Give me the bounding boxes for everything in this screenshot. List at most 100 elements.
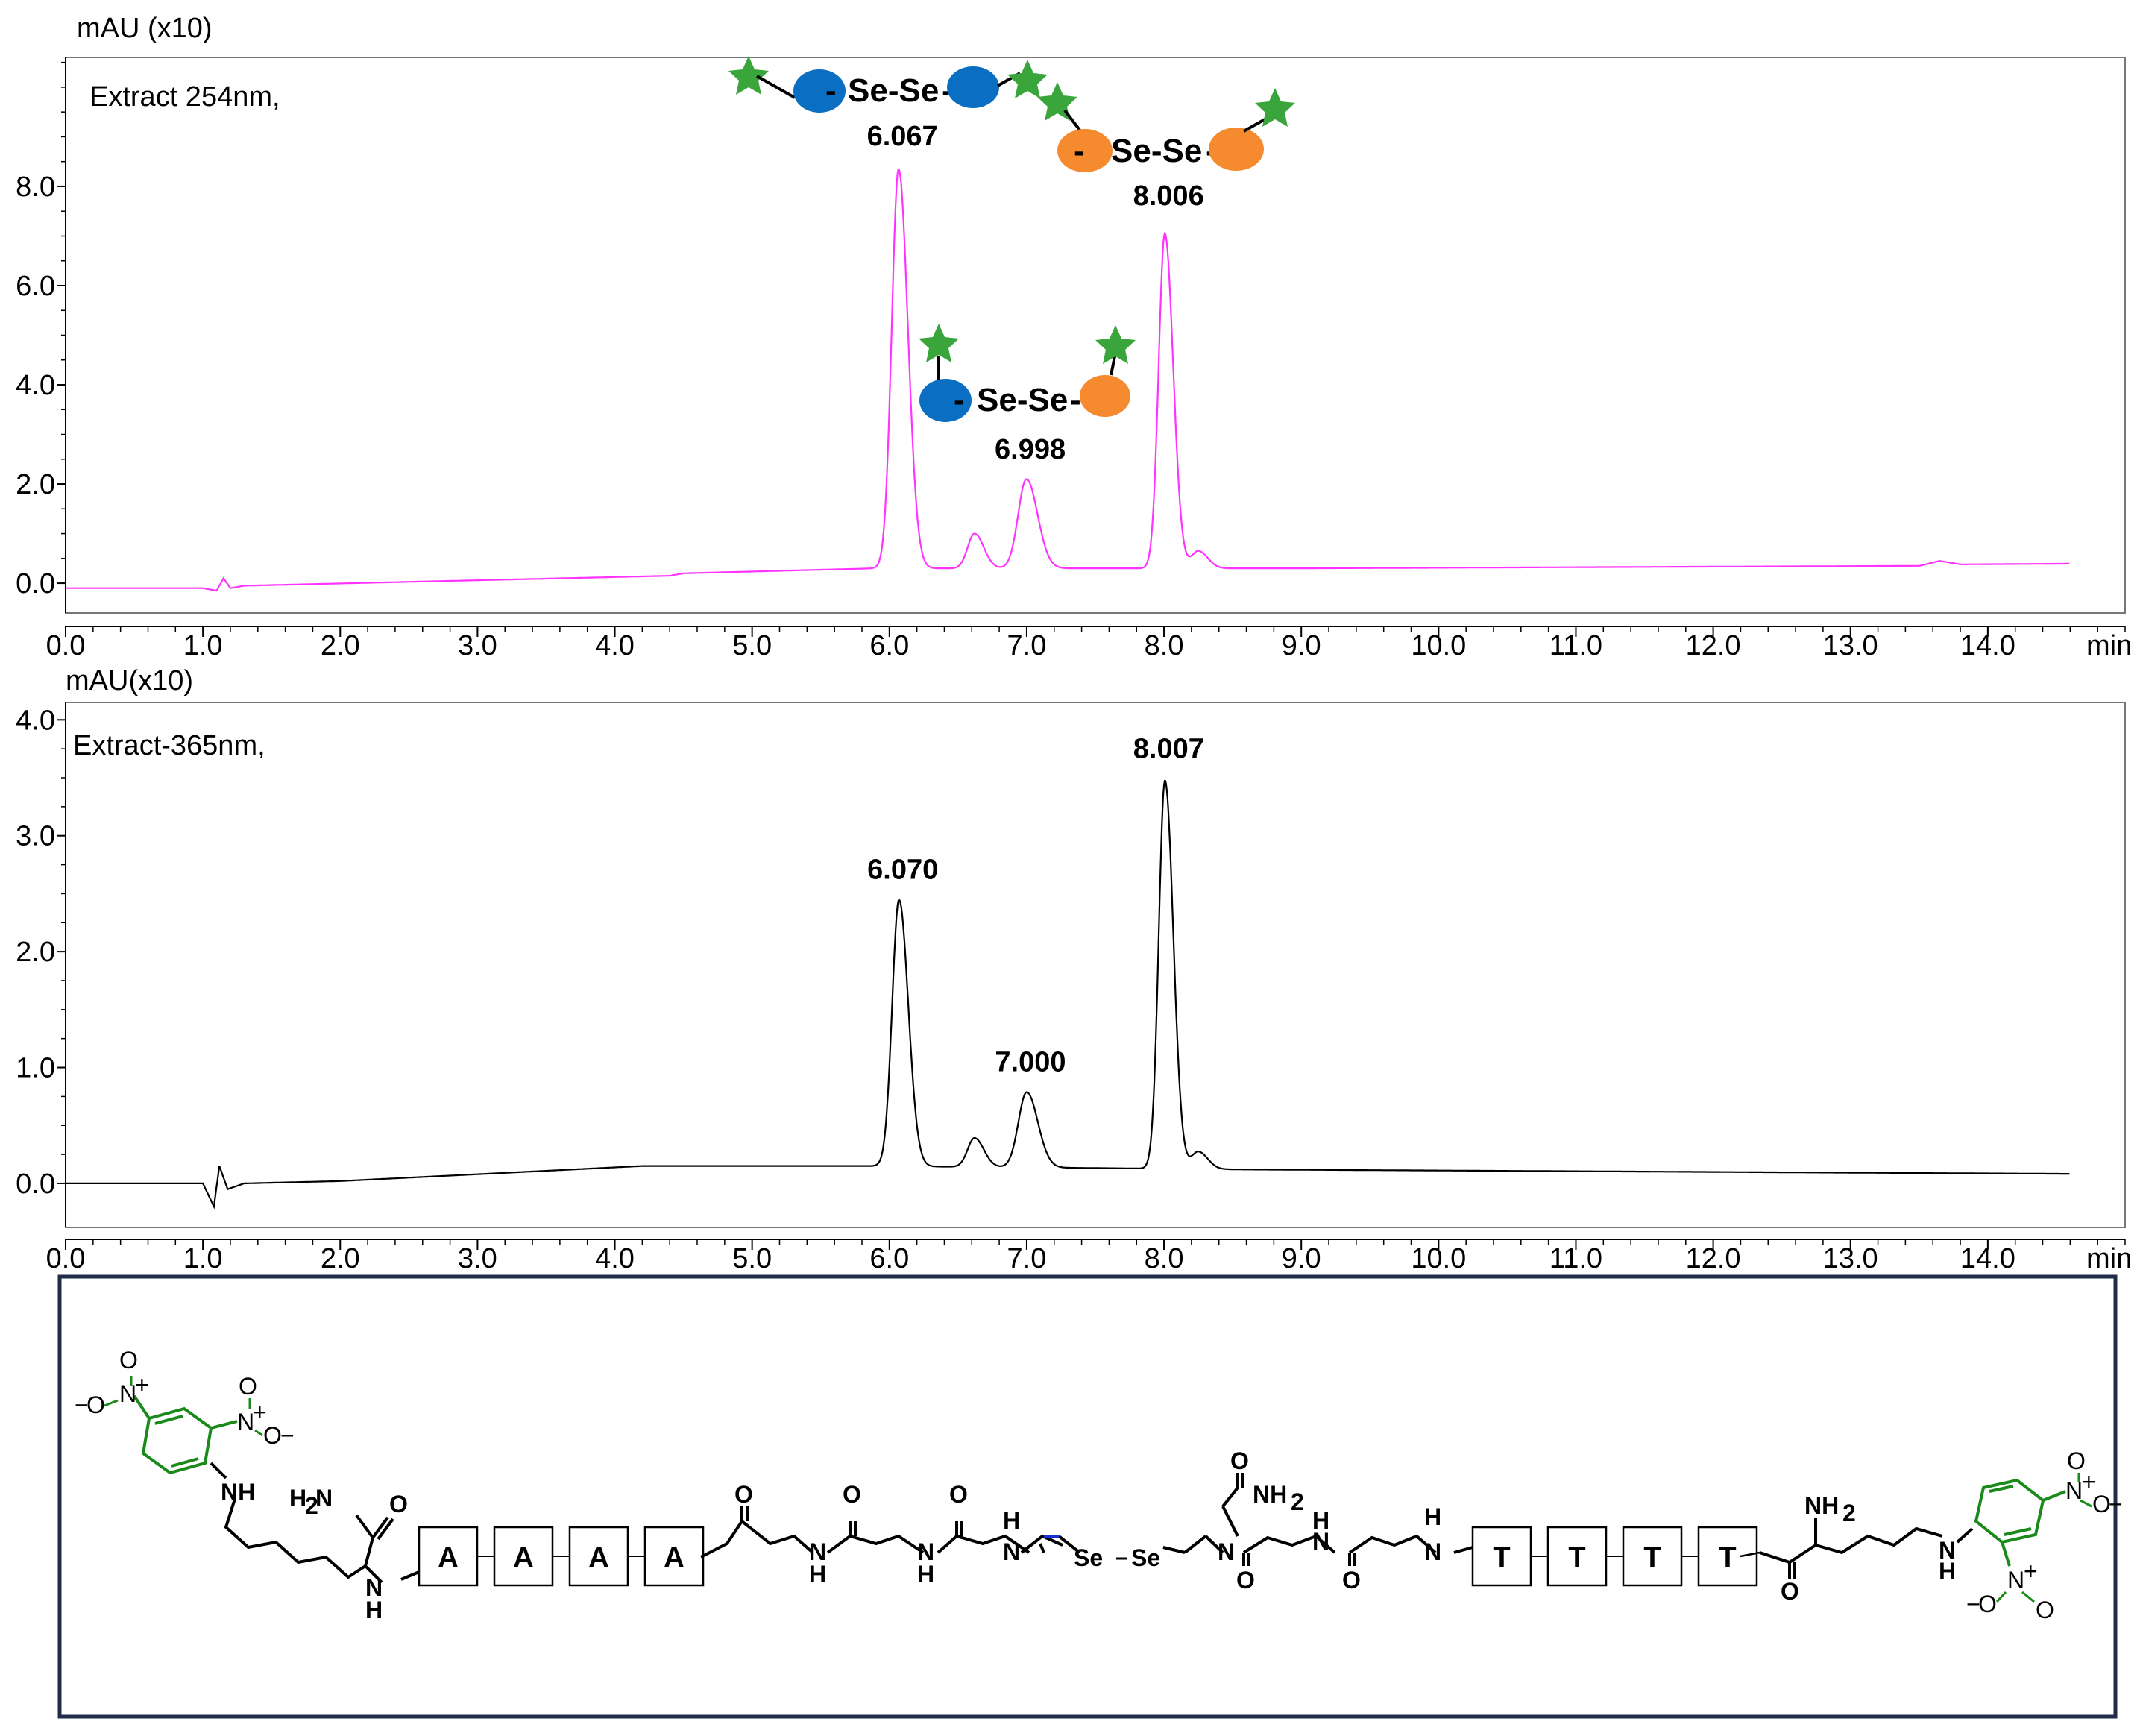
y-tick-label: 8.0 — [16, 172, 55, 203]
trace-254nm — [66, 168, 2070, 592]
x-tick-label: 8.0 — [1145, 630, 1184, 661]
residue-box — [1546, 1526, 1608, 1587]
blue-bead-icon — [947, 66, 999, 108]
x-tick-label: 10.0 — [1411, 1243, 1466, 1274]
svg-text:N: N — [917, 1538, 934, 1565]
residue-letter: A — [664, 1542, 684, 1573]
star-icon — [1037, 82, 1077, 121]
x-tick-label: 4.0 — [595, 1243, 635, 1274]
svg-text:H: H — [289, 1485, 306, 1512]
x-axis-unit-254: min — [2086, 630, 2132, 661]
svg-text:N: N — [119, 1380, 136, 1407]
x-tick-label: 9.0 — [1282, 1243, 1321, 1274]
svg-text:O: O — [843, 1481, 861, 1508]
svg-text:Se: Se — [1131, 1544, 1160, 1571]
star-icon — [1255, 88, 1295, 127]
x-tick-label: 5.0 — [732, 1243, 772, 1274]
x-tick-label: 6.0 — [869, 1243, 909, 1274]
peak-label: 8.006 — [1133, 180, 1204, 212]
orange-bead-icon — [1057, 129, 1113, 172]
peak-label: 6.998 — [995, 434, 1066, 465]
svg-text:O: O — [86, 1391, 105, 1418]
y-axis-label-365: mAU(x10) — [66, 665, 193, 696]
svg-text:H: H — [1003, 1507, 1020, 1534]
residue-box — [643, 1526, 705, 1587]
left-lysine-chain — [210, 1462, 420, 1584]
sese-label-bo: Se-Se — [977, 382, 1068, 418]
blue-bead-icon — [919, 379, 972, 422]
plot-frame-365 — [65, 702, 2126, 1228]
svg-text:O: O — [119, 1347, 138, 1374]
x-tick-label: 4.0 — [595, 630, 635, 661]
left-nitro-labels: − O N + O N + O − O — [75, 1347, 295, 1449]
svg-text:+: + — [135, 1371, 149, 1398]
svg-text:N: N — [809, 1538, 826, 1565]
residue-letter: A — [513, 1542, 533, 1573]
peak-label: 8.007 — [1133, 734, 1204, 765]
svg-text:+: + — [253, 1399, 267, 1426]
svg-text:2: 2 — [1291, 1488, 1304, 1515]
axes-365: 0.0 1.0 2.0 3.0 4.0 0.0 1.0 2.0 3.0 4.0 5.0 6.0 7.0 8… — [16, 702, 2126, 1274]
svg-text:2: 2 — [305, 1492, 318, 1519]
left-lysine-labels: NH H 2 N O N H — [221, 1479, 408, 1623]
svg-text:O: O — [949, 1481, 968, 1508]
residue-letter: T — [1719, 1542, 1736, 1573]
sese-label-bb: - — [825, 72, 837, 109]
svg-text:+: + — [2024, 1558, 2038, 1585]
x-tick-label: 14.0 — [1960, 630, 2015, 661]
svg-text:O: O — [1230, 1447, 1249, 1474]
svg-text:N: N — [1003, 1538, 1020, 1565]
residue-letter: A — [588, 1542, 608, 1573]
sese-label-oo: Se-Se — [1111, 133, 1202, 169]
svg-text:N: N — [315, 1485, 333, 1512]
orange-bead-icon — [1209, 128, 1264, 171]
right-nitro-labels: N + O O − N + − O O — [1966, 1447, 2123, 1623]
x-tick-label: 14.0 — [1960, 1243, 2015, 1274]
svg-text:NH: NH — [1804, 1492, 1839, 1519]
y-tick-label: 2.0 — [16, 937, 55, 968]
x-tick-label: 3.0 — [458, 630, 497, 661]
residue-box — [1697, 1526, 1758, 1587]
svg-text:−: − — [2109, 1491, 2123, 1518]
x-tick-label: 0.0 — [46, 1243, 86, 1274]
blue-bead-icon — [793, 69, 846, 113]
y-tick-label: 1.0 — [16, 1053, 55, 1084]
y-tick-label: 4.0 — [16, 705, 55, 736]
peak-labels-254: 6.067 6.998 8.006 — [867, 121, 1204, 465]
svg-text:O: O — [1236, 1567, 1255, 1594]
svg-text:2: 2 — [1842, 1500, 1856, 1526]
peak-label: 6.070 — [867, 854, 938, 885]
svg-text:N: N — [2007, 1567, 2024, 1594]
x-tick-label: 1.0 — [183, 1243, 223, 1274]
x-tick-label: 6.0 — [869, 630, 909, 661]
chromatogram-254nm: mAU (x10) Extract 254nm, min 0.0 2.0 4.0 6.… — [16, 13, 2132, 661]
svg-text:N: N — [1939, 1537, 1956, 1564]
blue-orange-dimer-icon: - Se-Se - — [919, 324, 1136, 422]
svg-text:O: O — [389, 1491, 408, 1518]
y-tick-label: 3.0 — [16, 821, 55, 852]
svg-text:O: O — [239, 1373, 257, 1400]
x-tick-label: 5.0 — [732, 630, 772, 661]
x-tick-label: 12.0 — [1686, 1243, 1741, 1274]
axes-254: 0.0 2.0 4.0 6.0 8.0 0.0 1.0 2.0 3.0 4.0 5.0 6.0 7.0 8… — [16, 57, 2126, 661]
svg-text:N: N — [1312, 1528, 1329, 1555]
peak-label: 7.000 — [995, 1047, 1066, 1078]
trace-365nm — [66, 779, 2070, 1210]
y-tick-label: 0.0 — [16, 1169, 55, 1200]
x-tick-label: 3.0 — [458, 1243, 497, 1274]
residue-box — [568, 1526, 629, 1587]
x-tick-label: 9.0 — [1282, 630, 1321, 661]
y-tick-label: 2.0 — [16, 469, 55, 500]
orange-bead-icon — [1080, 375, 1130, 417]
right-lysine-labels: O NH 2 N H — [1781, 1492, 1956, 1605]
star-icon — [919, 324, 959, 362]
panel-label-254: Extract 254nm, — [89, 81, 280, 113]
blue-blue-dimer-icon: - Se-Se - — [728, 56, 1048, 113]
svg-text:NH: NH — [221, 1479, 255, 1506]
svg-text:+: + — [2082, 1468, 2096, 1495]
panel-label-365: Extract-365nm, — [73, 730, 265, 761]
svg-text:N: N — [1424, 1538, 1441, 1565]
